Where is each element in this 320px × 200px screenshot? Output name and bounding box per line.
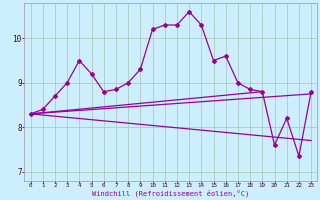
X-axis label: Windchill (Refroidissement éolien,°C): Windchill (Refroidissement éolien,°C) [92,190,249,197]
